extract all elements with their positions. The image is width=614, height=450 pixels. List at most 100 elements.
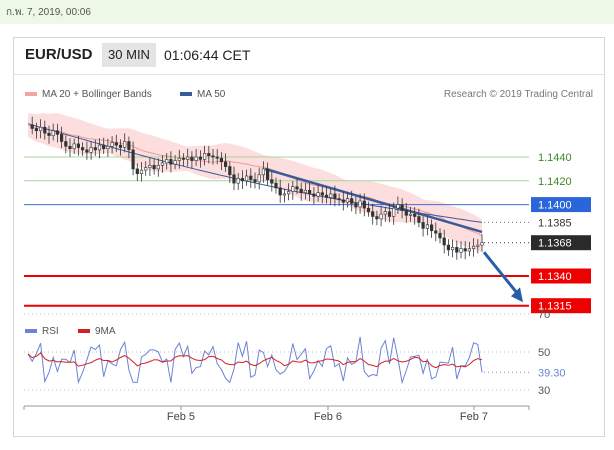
candle-body (34, 128, 38, 132)
level-badge-1-1420 (531, 173, 591, 189)
candle-body (93, 147, 97, 151)
candle-body (404, 210, 408, 216)
level-label-1-1368: 1.1368 (538, 238, 572, 250)
forecast-arrow-shaft (482, 251, 520, 296)
forecast-arrow (482, 251, 523, 303)
candle-body (207, 153, 211, 157)
candle-body (392, 207, 396, 217)
level-badges: 1.1440 1.1420 1.1400 1.1385 1.1368 1.1340 1.13… (531, 149, 591, 314)
candle-body (358, 200, 362, 208)
candle-body (366, 207, 371, 213)
x-axis: Feb 5 Feb 6 Feb 7 (23, 406, 530, 423)
candle-body (211, 155, 215, 158)
candle-body (190, 156, 194, 161)
candle-body (177, 157, 181, 161)
x-tick-label: Feb 7 (460, 411, 488, 423)
candle-body (215, 156, 219, 159)
candle-body (446, 244, 451, 251)
candle-body (425, 224, 430, 229)
candle-body (291, 186, 295, 192)
timeframe-button[interactable]: 30 MIN (102, 43, 156, 67)
level-label-1-1315: 1.1315 (538, 301, 572, 313)
candle-body (169, 159, 173, 165)
candle-body (55, 130, 59, 135)
candle-body (30, 124, 34, 129)
candle-body (274, 182, 278, 189)
chart-card (13, 37, 605, 437)
candle-body (148, 165, 152, 169)
candle-body (240, 178, 245, 182)
candle-body (286, 191, 291, 195)
candle-body (329, 193, 333, 198)
legend-swatch-bb (25, 92, 37, 96)
candle-body (228, 166, 232, 176)
candle-body (257, 174, 261, 183)
candle-body (463, 248, 467, 252)
legend-label-ma50: MA 50 (197, 89, 226, 100)
rsi-line (27, 336, 483, 385)
rsi-last-badge (531, 365, 577, 380)
candle-body (429, 224, 434, 232)
candle-body (110, 142, 114, 147)
candle-body (261, 168, 266, 176)
candle-body (282, 193, 287, 196)
candle-body (434, 230, 438, 234)
bollinger-band-area (28, 113, 482, 252)
candle-body (249, 175, 253, 180)
candle-body (131, 149, 135, 170)
candle-body (471, 245, 476, 249)
trend-line (264, 167, 483, 234)
candle-body (337, 198, 341, 201)
candle-body (106, 146, 110, 150)
candle-body (156, 165, 160, 170)
candle-body (198, 156, 203, 160)
candle-body (114, 142, 118, 146)
candle-body (219, 157, 224, 163)
candle-body (245, 175, 249, 182)
x-tick-label: Feb 6 (314, 411, 342, 423)
candle-body (303, 190, 308, 194)
clock-text: 01:06:44 CET (164, 47, 251, 63)
level-label-1-1440: 1.1440 (538, 152, 572, 164)
rsi-level-label-30: 30 (538, 385, 550, 397)
candle-body (123, 141, 127, 148)
candle-body (417, 216, 421, 223)
candle-body (118, 144, 123, 148)
candle-body (160, 162, 165, 166)
candle-body (89, 147, 93, 153)
candle-body (316, 192, 320, 197)
candle-body (341, 199, 345, 203)
level-label-1-1340: 1.1340 (538, 271, 572, 283)
date-text: ก.พ. 7, 2019, 00:06 (6, 7, 91, 18)
candle-body (270, 179, 274, 184)
candle-body (312, 193, 316, 197)
candle-body (76, 143, 80, 148)
candle-body (232, 174, 236, 184)
rsi-ma-legend-label: 9MA (95, 326, 116, 337)
candle-body (442, 237, 446, 246)
legend-label-bb: MA 20 + Bollinger Bands (42, 89, 152, 100)
candle-body (81, 147, 85, 151)
level-badge-1-1440 (531, 149, 591, 165)
rsi-ma-legend-swatch (78, 329, 90, 333)
rsi-legend-swatch (25, 329, 37, 333)
candle-body (459, 248, 463, 253)
candle-body (320, 192, 324, 196)
candle-body (476, 244, 480, 247)
candle-body (51, 130, 55, 136)
date-bar: ก.พ. 7, 2019, 00:06 (0, 0, 614, 24)
rsi-level-label-50: 50 (538, 347, 550, 359)
candle-body (295, 186, 299, 190)
candle-body (64, 141, 68, 147)
candle-body (173, 160, 177, 165)
candle-body (224, 161, 228, 167)
candle-body (181, 157, 186, 160)
level-badge-1-1368 (531, 235, 591, 251)
candle-body (480, 242, 484, 246)
candle-body (194, 156, 198, 161)
chart-credit: Research © 2019 Trading Central (444, 89, 593, 100)
x-tick-label: Feb 5 (167, 411, 195, 423)
candle-body (68, 146, 72, 150)
candle-body (278, 187, 282, 196)
pair-title: EUR/USD (25, 46, 93, 63)
